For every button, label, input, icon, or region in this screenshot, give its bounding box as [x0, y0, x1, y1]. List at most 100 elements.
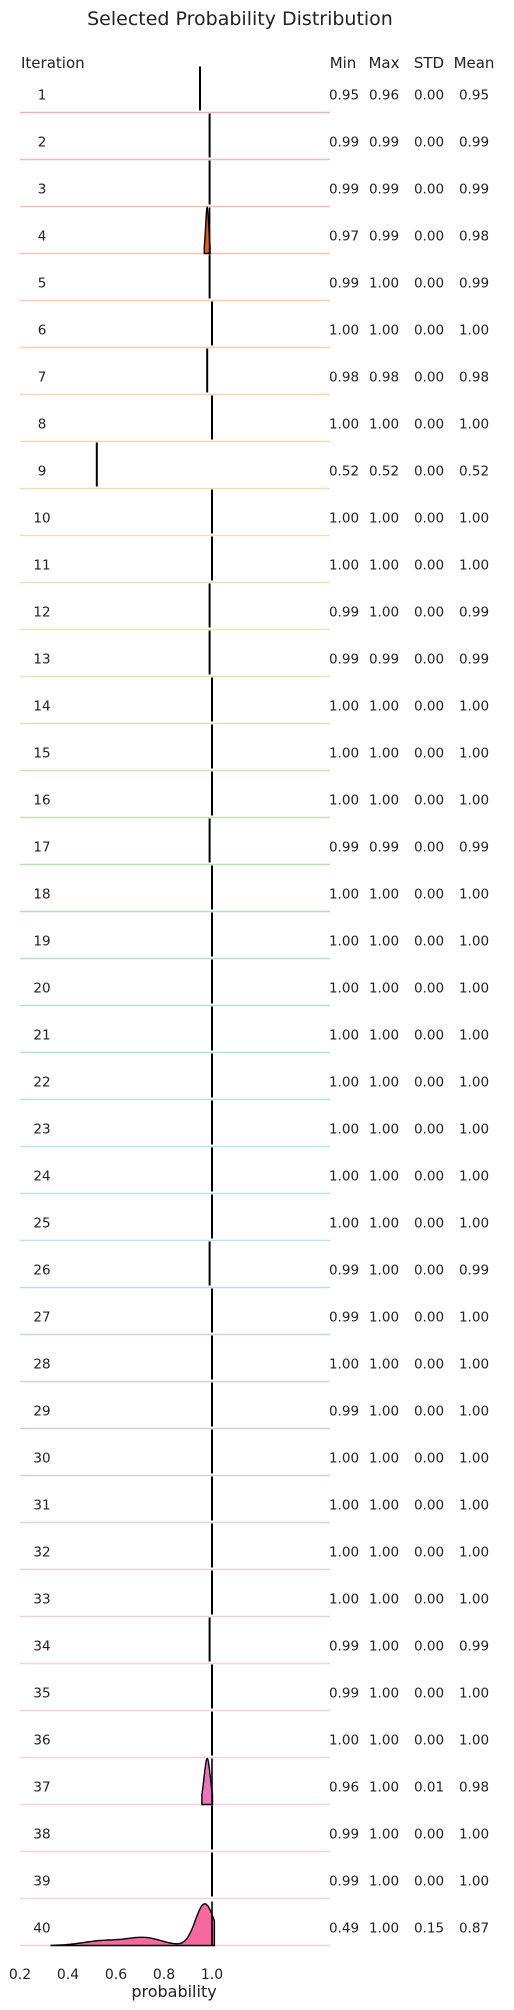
- mean-value: 0.99: [459, 182, 489, 198]
- std-value: 0.01: [414, 1780, 444, 1796]
- min-value: 0.99: [329, 1404, 359, 1420]
- min-value: 1.00: [329, 793, 359, 809]
- ridge-row: 1 0.95 0.96 0.00 0.95: [20, 66, 489, 114]
- ridge-row: 33 1.00 1.00 0.00 1.00: [20, 1570, 489, 1618]
- iteration-label: 27: [33, 1310, 50, 1326]
- max-value: 1.00: [369, 1780, 399, 1796]
- ridge-row: 39 0.99 1.00 0.00 1.00: [20, 1852, 489, 1900]
- min-value: 0.99: [329, 135, 359, 151]
- std-value: 0.00: [414, 1827, 444, 1843]
- ridge-row: 27 0.99 1.00 0.00 1.00: [20, 1288, 489, 1336]
- iteration-label: 32: [33, 1545, 50, 1561]
- max-value: 1.00: [369, 511, 399, 527]
- x-tick-label: 0.8: [153, 1967, 175, 1983]
- max-header: Max: [368, 54, 399, 72]
- mean-value: 0.99: [459, 135, 489, 151]
- iteration-label: 36: [33, 1733, 50, 1749]
- mean-value: 1.00: [459, 417, 489, 433]
- mean-value: 1.00: [459, 1498, 489, 1514]
- mean-value: 1.00: [459, 1216, 489, 1232]
- mean-value: 1.00: [459, 1827, 489, 1843]
- max-value: 1.00: [369, 417, 399, 433]
- iteration-label: 29: [33, 1404, 50, 1420]
- mean-value: 0.98: [459, 1780, 489, 1796]
- min-value: 1.00: [329, 1028, 359, 1044]
- iteration-label: 14: [33, 699, 50, 715]
- max-value: 0.99: [369, 229, 399, 245]
- std-value: 0.00: [414, 652, 444, 668]
- min-value: 1.00: [329, 1733, 359, 1749]
- std-value: 0.00: [414, 1310, 444, 1326]
- mean-value: 0.98: [459, 370, 489, 386]
- std-value: 0.00: [414, 464, 444, 480]
- mean-value: 1.00: [459, 1169, 489, 1185]
- max-value: 1.00: [369, 1404, 399, 1420]
- std-value: 0.00: [414, 276, 444, 292]
- std-value: 0.00: [414, 793, 444, 809]
- std-header: STD: [414, 54, 444, 72]
- mean-value: 0.99: [459, 1639, 489, 1655]
- min-value: 0.99: [329, 1639, 359, 1655]
- iteration-label: 10: [33, 511, 50, 527]
- mean-value: 0.99: [459, 840, 489, 856]
- min-value: 0.99: [329, 1263, 359, 1279]
- iteration-label: 38: [33, 1827, 50, 1843]
- mean-value: 1.00: [459, 746, 489, 762]
- min-value: 0.99: [329, 1310, 359, 1326]
- ridge-row: 5 0.99 1.00 0.00 0.99: [20, 254, 489, 302]
- mean-value: 1.00: [459, 1592, 489, 1608]
- iteration-label: 39: [33, 1874, 50, 1890]
- iteration-label: 20: [33, 981, 50, 997]
- mean-value: 0.87: [459, 1921, 489, 1937]
- x-tick-label: 0.4: [57, 1967, 79, 1983]
- iteration-label: 18: [33, 887, 50, 903]
- ridge-row: 30 1.00 1.00 0.00 1.00: [20, 1429, 489, 1477]
- ridge-rows: 1 0.95 0.96 0.00 0.95 2 0.99 0.99 0.00 0.99 3 0.99 0…: [20, 66, 489, 1947]
- min-value: 1.00: [329, 1545, 359, 1561]
- min-value: 1.00: [329, 558, 359, 574]
- mean-value: 1.00: [459, 887, 489, 903]
- mean-value: 1.00: [459, 1686, 489, 1702]
- iteration-label: 12: [33, 605, 50, 621]
- max-value: 1.00: [369, 1639, 399, 1655]
- min-value: 0.99: [329, 652, 359, 668]
- std-value: 0.00: [414, 88, 444, 104]
- min-value: 1.00: [329, 1498, 359, 1514]
- std-value: 0.00: [414, 1686, 444, 1702]
- std-value: 0.00: [414, 887, 444, 903]
- std-value: 0.00: [414, 1216, 444, 1232]
- max-value: 0.52: [369, 464, 399, 480]
- max-value: 1.00: [369, 1310, 399, 1326]
- mean-value: 1.00: [459, 1028, 489, 1044]
- std-value: 0.00: [414, 135, 444, 151]
- std-value: 0.00: [414, 746, 444, 762]
- ridge-row: 20 1.00 1.00 0.00 1.00: [20, 959, 489, 1007]
- ridge-row: 16 1.00 1.00 0.00 1.00: [20, 771, 489, 819]
- ridge-row: 32 1.00 1.00 0.00 1.00: [20, 1523, 489, 1571]
- std-value: 0.00: [414, 1028, 444, 1044]
- ridge-row: 31 1.00 1.00 0.00 1.00: [20, 1476, 489, 1524]
- std-value: 0.00: [414, 605, 444, 621]
- min-value: 0.96: [329, 1780, 359, 1796]
- min-value: 0.99: [329, 276, 359, 292]
- ridge-row: 6 1.00 1.00 0.00 1.00: [20, 301, 489, 349]
- ridge-row: 40 0.49 1.00 0.15 0.87: [20, 1901, 489, 1947]
- ridge-row: 25 1.00 1.00 0.00 1.00: [20, 1194, 489, 1242]
- iteration-label: 17: [33, 840, 50, 856]
- ridge-row: 28 1.00 1.00 0.00 1.00: [20, 1335, 489, 1383]
- iteration-label: 15: [33, 746, 50, 762]
- max-value: 0.99: [369, 135, 399, 151]
- max-value: 1.00: [369, 1686, 399, 1702]
- ridge-row: 9 0.52 0.52 0.00 0.52: [20, 442, 489, 490]
- iteration-label: 28: [33, 1357, 50, 1373]
- max-value: 1.00: [369, 1075, 399, 1091]
- std-value: 0.00: [414, 1545, 444, 1561]
- ridge-row: 15 1.00 1.00 0.00 1.00: [20, 724, 489, 772]
- iteration-label: 2: [38, 135, 47, 151]
- iteration-header: Iteration: [21, 54, 85, 72]
- std-value: 0.00: [414, 182, 444, 198]
- min-value: 1.00: [329, 323, 359, 339]
- max-value: 1.00: [369, 558, 399, 574]
- min-value: 0.99: [329, 1686, 359, 1702]
- ridge-row: 14 1.00 1.00 0.00 1.00: [20, 677, 489, 725]
